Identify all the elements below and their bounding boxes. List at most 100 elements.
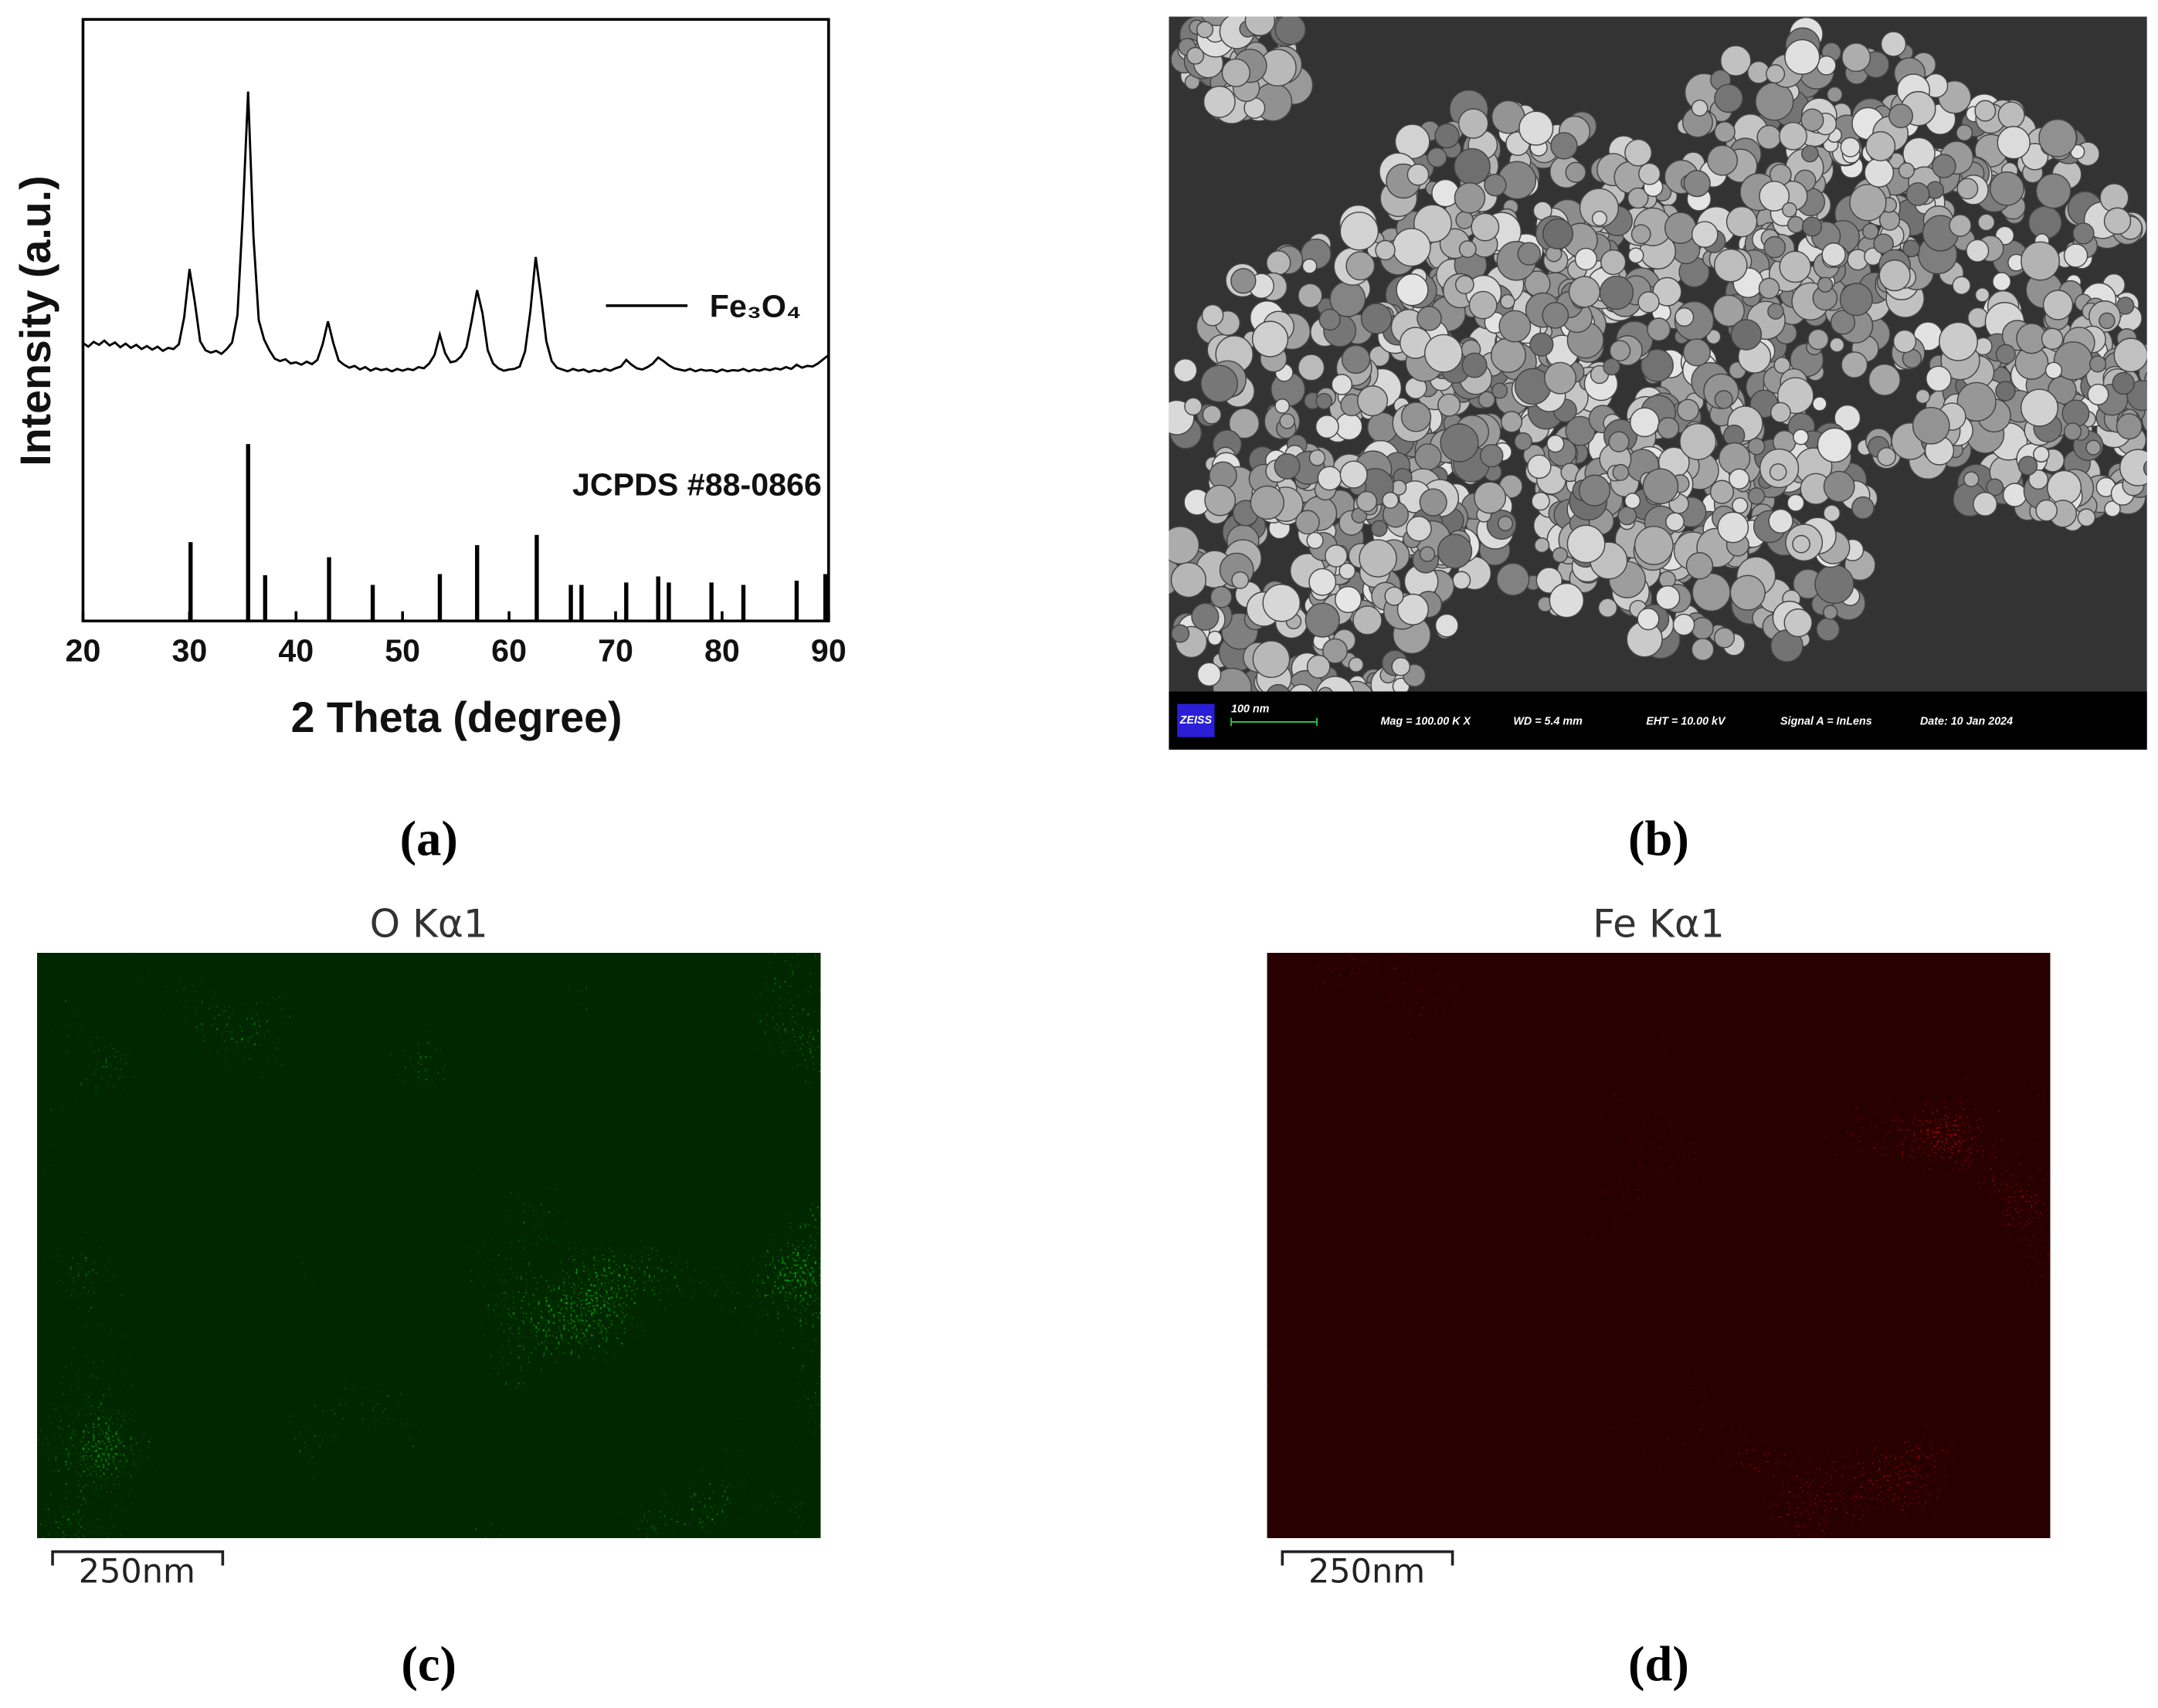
sem-eht: EHT = 10.00 kV [1646, 716, 1726, 728]
sem-particle [1348, 656, 1364, 673]
sem-particle [1298, 283, 1323, 308]
sem-particle [2104, 500, 2121, 517]
sem-particle [1691, 99, 1708, 117]
sem-particle [1729, 574, 1766, 611]
sem-particle [1627, 247, 1644, 264]
sem-particle [1173, 358, 1198, 383]
map-image [37, 953, 821, 1538]
sem-particle [1714, 390, 1733, 409]
sem-particle [1691, 617, 1714, 640]
sem-particle [2044, 361, 2063, 379]
sem-particle [1301, 258, 1318, 274]
sem-particle [1759, 181, 1790, 212]
sem-particle [1851, 496, 1875, 520]
sem-particle [1315, 392, 1332, 410]
sem-particle [1186, 46, 1205, 65]
sem-particle [1706, 144, 1739, 176]
scale-bar [51, 1550, 225, 1566]
sem-particle [1599, 275, 1634, 310]
sem-particle [1986, 478, 2004, 496]
sem-particle [1630, 407, 1660, 438]
sem-particle [1685, 552, 1714, 580]
sem-particle [1352, 605, 1383, 635]
sem-particle [1792, 534, 1810, 554]
sem-particle [1546, 434, 1565, 453]
sem-particle [1974, 100, 1997, 122]
sem-particle [1814, 564, 1854, 605]
sem-particle [1839, 283, 1873, 317]
sem-particle [1360, 303, 1393, 334]
sem-particle [1864, 158, 1895, 188]
sem-particle [1768, 508, 1793, 534]
sem-particle [1817, 427, 1853, 463]
sem-particle [1266, 250, 1291, 276]
sem-particle [1865, 130, 1896, 161]
sem-particle [1184, 397, 1203, 416]
sem-particle [1497, 515, 1514, 531]
sem-particle [1171, 624, 1190, 643]
sem-particle [1769, 402, 1791, 423]
sem-particle [1823, 605, 1838, 620]
sem-particle [1747, 487, 1766, 505]
sem-particle [1471, 212, 1500, 242]
sem-particle [1331, 374, 1353, 395]
sem-particle [1578, 474, 1611, 507]
sem-particle [1552, 547, 1568, 563]
sem-particle [1779, 250, 1811, 283]
sem-particle [1440, 423, 1479, 463]
sem-particle [1758, 277, 1780, 300]
sem-particle [1974, 287, 1990, 303]
sem-particle [1375, 239, 1396, 261]
sem-particle [1549, 582, 1585, 618]
sem-particle [2103, 207, 2132, 235]
sem-particle [2116, 297, 2135, 315]
sem-particle [1963, 471, 1980, 487]
sem-particle [2028, 469, 2049, 490]
sem-particle [1709, 480, 1735, 504]
sem-particle [1657, 417, 1680, 439]
sem-particle [1221, 58, 1250, 87]
sem-particle [1498, 310, 1532, 343]
sem-particle [2077, 508, 2096, 527]
sem-particle [1995, 381, 2016, 402]
sem-particle [1191, 602, 1220, 631]
sem-particle [2113, 337, 2147, 373]
sem-particle [1267, 683, 1290, 692]
sem-particle [1642, 468, 1679, 505]
panel-label: (a) [400, 811, 458, 866]
sem-particle [1747, 437, 1766, 456]
sem-particle [2035, 173, 2071, 209]
sem-particle [1457, 108, 1489, 139]
sem-particle [1202, 405, 1222, 425]
sem-particle [1335, 412, 1363, 441]
panel-label: (b) [1628, 811, 1689, 866]
sem-particle [1306, 654, 1331, 679]
sem-particle [1294, 510, 1320, 535]
sem-particle [1345, 251, 1376, 281]
sem-particle [1682, 338, 1711, 367]
sem-particle [1419, 488, 1447, 517]
sem-particle [1713, 248, 1748, 283]
sem-particle [1289, 683, 1314, 692]
sem-particle [1714, 121, 1736, 143]
sem-particle [1800, 108, 1824, 132]
sem-particle [1779, 121, 1807, 151]
sem-particle [1729, 468, 1750, 490]
sem-particle [1817, 276, 1834, 293]
sem-particle [1308, 568, 1337, 596]
panel-label: (c) [401, 1637, 456, 1692]
sem-particle [1424, 334, 1463, 373]
sem-particle [1816, 617, 1841, 642]
map-title: O Kα1 [370, 901, 488, 947]
x-tick-label: 40 [278, 632, 314, 668]
sem-particle [2020, 388, 2059, 427]
sem-particle [1878, 259, 1911, 292]
sem-particle [2028, 205, 2062, 240]
sem-particle [1830, 310, 1856, 335]
sem-particle [2033, 446, 2050, 463]
sem-particle [1529, 332, 1554, 357]
sem-particle [1500, 293, 1515, 310]
sem-particle [1677, 398, 1700, 422]
sem-particle [1862, 222, 1879, 240]
sem-particle [1756, 124, 1782, 150]
